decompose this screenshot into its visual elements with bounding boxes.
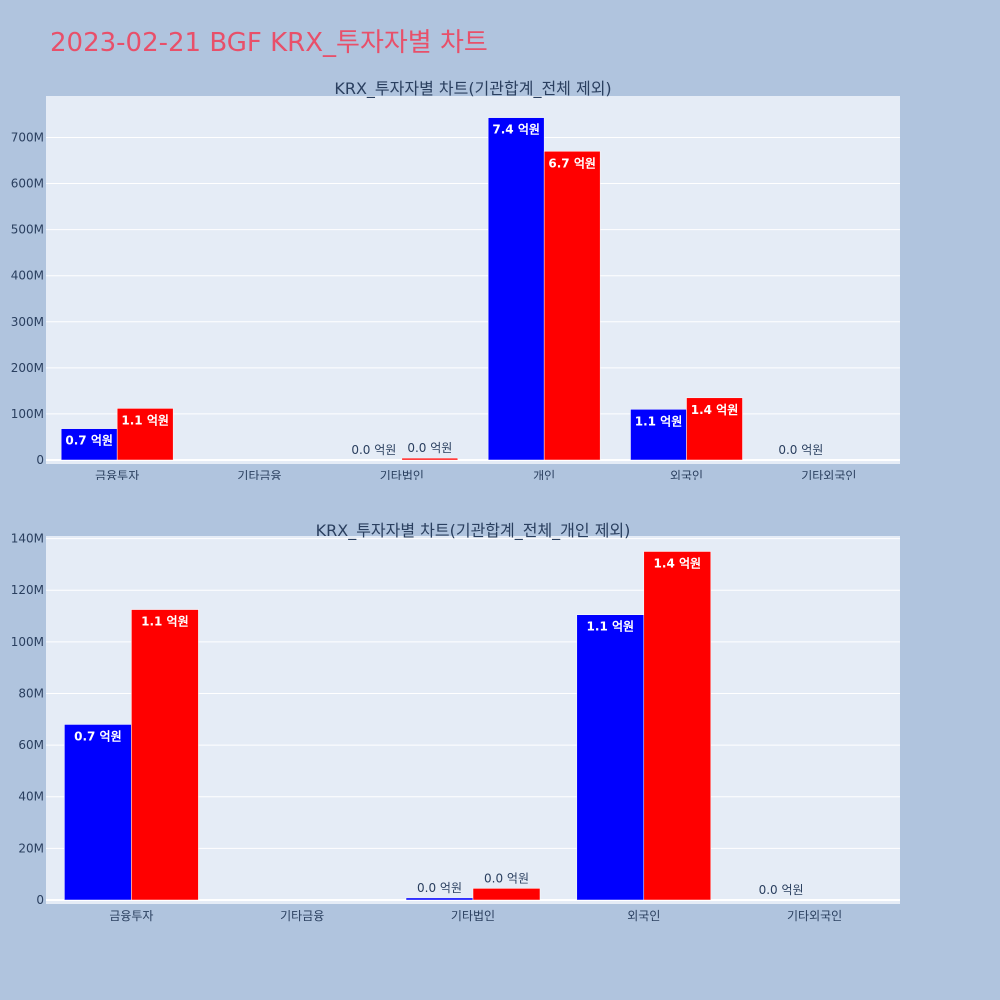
data-label: 0.0 억원	[351, 443, 396, 457]
y-tick-label: 120M	[11, 583, 44, 597]
x-tick-label: 금융투자	[109, 909, 153, 923]
bar	[60, 428, 118, 461]
y-tick-label: 0	[36, 453, 44, 467]
bar	[487, 117, 545, 461]
data-label: 7.4 억원	[492, 123, 540, 137]
bar	[543, 151, 601, 461]
data-label: 1.4 억원	[654, 556, 702, 570]
x-tick-label: 외국인	[627, 909, 660, 923]
bar	[64, 724, 132, 901]
y-tick-label: 700M	[11, 130, 44, 144]
y-tick-label: 140M	[11, 532, 44, 546]
y-tick-label: 0	[36, 893, 44, 907]
data-label: 1.4 억원	[691, 403, 739, 417]
y-tick-label: 100M	[11, 407, 44, 421]
x-tick-label: 기타법인	[380, 469, 424, 480]
y-tick-label: 80M	[18, 686, 44, 700]
bar	[643, 551, 712, 901]
data-label: 0.0 억원	[778, 443, 823, 457]
bar	[472, 888, 541, 901]
y-tick-label: 200M	[11, 361, 44, 375]
y-tick-label: 300M	[11, 315, 44, 329]
y-tick-label: 100M	[11, 635, 44, 649]
data-label: 6.7 억원	[548, 156, 596, 170]
x-tick-label: 개인	[533, 469, 555, 480]
chart-title: KRX_투자자별 차트(기관합계_전체_개인 제외)	[316, 521, 631, 541]
data-label: 0.7 억원	[74, 729, 122, 743]
y-tick-label: 60M	[18, 738, 44, 752]
bar	[686, 397, 743, 461]
y-tick-label: 20M	[18, 841, 44, 855]
data-label: 0.7 억원	[65, 434, 113, 448]
data-label: 0.0 억원	[417, 881, 462, 895]
bar	[576, 614, 645, 901]
data-label: 1.1 억원	[121, 413, 169, 427]
data-label: 1.1 억원	[141, 615, 189, 629]
x-tick-label: 기타외국인	[801, 469, 856, 480]
plot-area	[46, 96, 900, 464]
bar	[116, 408, 174, 461]
data-label: 0.0 억원	[484, 871, 529, 885]
y-tick-label: 40M	[18, 790, 44, 804]
data-label: 1.1 억원	[587, 620, 635, 634]
data-label: 0.0 억원	[407, 441, 452, 455]
chart-2: 0 20M 40M 60M 80M 100M 120M 140M KRX_투자자별 차트(기관합…	[11, 521, 900, 923]
bar	[630, 409, 687, 461]
data-label: 1.1 억원	[635, 414, 683, 428]
bar	[405, 897, 474, 901]
x-tick-label: 기타법인	[451, 909, 495, 923]
x-tick-label: 외국인	[670, 469, 703, 480]
y-tick-label: 500M	[11, 223, 44, 237]
bar	[401, 457, 459, 461]
x-tick-label: 기타금융	[280, 909, 324, 923]
y-tick-label: 600M	[11, 177, 44, 191]
y-tick-label: 400M	[11, 269, 44, 283]
chart-1: 0 100M 200M 300M 400M 500M 600M 700M KRX_투자자별 차트…	[11, 79, 900, 480]
page-title: 2023-02-21 BGF KRX_투자자별 차트	[50, 28, 488, 58]
bar	[131, 609, 199, 901]
x-tick-label: 기타외국인	[787, 909, 842, 923]
data-label: 0.0 억원	[759, 883, 804, 897]
chart-title: KRX_투자자별 차트(기관합계_전체 제외)	[334, 79, 611, 99]
x-tick-label: 기타금융	[237, 469, 281, 480]
x-tick-label: 금융투자	[95, 469, 139, 480]
